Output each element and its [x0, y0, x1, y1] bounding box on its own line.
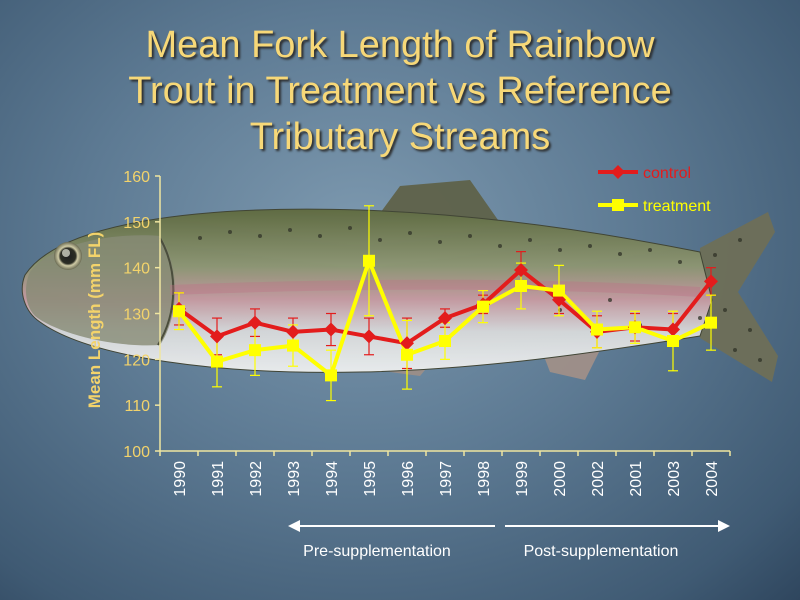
legend-label-treatment: treatment: [643, 198, 711, 215]
chart-title-line-1: Mean Fork Length of Rainbow: [145, 24, 655, 66]
x-tick-label: 1997: [438, 461, 455, 497]
data-point-treatment: [591, 323, 603, 336]
y-tick-label: 140: [123, 261, 150, 278]
series-markers: [172, 254, 718, 382]
x-axis-ticks: 1990 1991 1992 1993 1994 1995 1996 1997 1998 1999…: [159, 451, 731, 497]
post-period-arrowhead: [718, 520, 730, 532]
data-point-treatment: [667, 335, 679, 347]
data-point-treatment: [173, 305, 185, 318]
y-axis-label: Mean Length (mm FL): [85, 232, 104, 409]
x-tick-label: 2003: [666, 461, 683, 497]
pre-supplementation-label: Pre-supplementation: [303, 543, 451, 560]
x-tick-label: 1995: [362, 461, 379, 497]
y-tick-label: 130: [123, 307, 150, 324]
x-tick-label: 1999: [514, 461, 531, 497]
data-point-control: [362, 329, 376, 344]
chart-title-line-2: Trout in Treatment vs Reference: [128, 70, 672, 112]
x-tick-label: 1993: [286, 461, 303, 497]
chart-title: Mean Fork Length of Rainbow Trout in Tre…: [0, 22, 800, 160]
x-tick-label: 2002: [590, 461, 607, 497]
data-point-treatment: [401, 348, 413, 361]
data-point-treatment: [629, 321, 641, 334]
data-point-control: [666, 322, 680, 337]
data-point-control: [400, 336, 414, 351]
y-tick-label: 150: [123, 215, 150, 232]
y-tick-label: 100: [123, 444, 150, 461]
post-supplementation-label: Post-supplementation: [524, 543, 679, 560]
x-tick-label: 1994: [324, 461, 341, 497]
pre-period-arrowhead: [288, 520, 300, 532]
data-point-treatment: [477, 300, 489, 313]
data-point-treatment: [515, 280, 527, 292]
y-tick-label: 160: [123, 169, 150, 186]
x-tick-label: 2004: [704, 461, 721, 497]
x-tick-label: 1992: [248, 461, 265, 497]
data-point-treatment: [287, 339, 299, 352]
chart-title-line-3: Tributary Streams: [249, 116, 551, 158]
x-tick-label: 2000: [552, 461, 569, 497]
y-tick-label: 120: [123, 352, 150, 369]
data-point-treatment: [705, 316, 717, 329]
x-tick-label: 1996: [400, 461, 417, 497]
y-tick-label: 110: [124, 398, 150, 415]
x-tick-label: 1990: [172, 461, 189, 497]
data-point-treatment: [553, 284, 565, 297]
period-annotations: Pre-supplementation Post-supplementation: [288, 520, 730, 560]
chart-legend: control treatment: [598, 165, 711, 215]
x-tick-label: 2001: [628, 461, 645, 497]
y-axis-ticks: 100 110 120 130 140 150 160 Mean Length (mm FL): [85, 169, 160, 461]
data-point-treatment: [363, 254, 375, 267]
data-point-control: [286, 324, 300, 339]
data-point-treatment: [325, 369, 337, 382]
data-point-control: [324, 322, 338, 337]
x-tick-label: 1991: [210, 461, 227, 497]
data-point-control: [248, 315, 262, 330]
data-point-control: [210, 329, 224, 344]
data-point-control: [438, 311, 452, 326]
data-point-treatment: [439, 335, 451, 347]
data-point-control: [704, 274, 718, 289]
data-point-control: [514, 262, 528, 277]
legend-marker-treatment: [612, 199, 624, 211]
legend-marker-control: [611, 165, 625, 179]
data-point-treatment: [249, 344, 261, 357]
data-point-treatment: [211, 355, 223, 368]
x-tick-label: 1998: [476, 461, 493, 497]
legend-label-control: control: [643, 165, 691, 182]
